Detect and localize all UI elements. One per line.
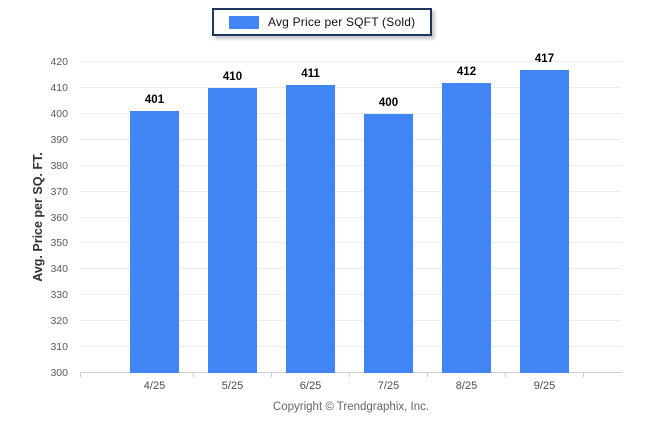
bar-group-7/25: 7/25 400 (364, 62, 413, 392)
y-tick-label: 330 (50, 289, 68, 302)
bar-group-4/25: 4/25 401 (130, 62, 179, 392)
y-axis-tick-labels: 300 310 320 330 340 350 360 370 380 390 400 410 420 (0, 56, 74, 379)
gridline (80, 216, 622, 218)
y-tick-label: 370 (50, 185, 68, 198)
gridline (80, 164, 622, 166)
bar: 401 (130, 94, 179, 373)
y-tick-label: 350 (50, 237, 68, 250)
y-tick-label: 420 (50, 56, 68, 68)
bar-value-label: 410 (222, 70, 243, 83)
plot-area: 4/25 401 5/25 410 6/25 411 7/25 400 8/25 412 9/25 4… (80, 53, 622, 392)
gridline (80, 138, 622, 140)
x-tick-label: 5/25 (221, 380, 244, 392)
x-axis-tick (349, 373, 350, 377)
gridline (80, 112, 622, 114)
bar-group-5/25: 5/25 410 (208, 62, 257, 392)
gridline (80, 242, 622, 244)
gridline (80, 61, 622, 62)
x-axis-line (80, 372, 622, 373)
legend-label: Avg Price per SQFT (Sold) (268, 15, 416, 29)
bar: 410 (208, 71, 257, 373)
x-tick-label: 9/25 (533, 380, 556, 392)
bar: 400 (364, 97, 413, 373)
y-tick-label: 300 (50, 367, 68, 379)
y-tick-label: 400 (50, 107, 68, 120)
bar-value-label: 400 (378, 96, 399, 109)
x-tick-label: 6/25 (299, 380, 322, 392)
bar: 417 (520, 53, 569, 373)
bar-group-8/25: 8/25 412 (442, 62, 491, 392)
gridline (80, 346, 622, 348)
bar-value-label: 417 (534, 52, 555, 65)
x-tick-label: 7/25 (377, 380, 400, 392)
bar-value-label: 412 (456, 65, 477, 78)
y-tick-label: 320 (50, 315, 68, 328)
gridline (80, 190, 622, 192)
y-tick-label: 410 (50, 81, 68, 94)
x-tick-label: 4/25 (143, 380, 166, 392)
y-tick-label: 380 (50, 159, 68, 172)
copyright-text: Copyright © Trendgraphix, Inc. (272, 401, 430, 413)
bar-value-label: 411 (301, 68, 320, 81)
x-axis-tick (427, 373, 428, 377)
gridline (80, 86, 622, 88)
gridline (80, 294, 622, 296)
x-tick-label: 8/25 (455, 380, 478, 392)
y-tick-label: 390 (50, 133, 68, 146)
y-tick-label: 360 (50, 211, 68, 224)
x-axis-tick (583, 373, 584, 377)
bar-group-6/25: 6/25 411 (286, 62, 335, 392)
bar: 411 (286, 68, 335, 373)
bar: 412 (442, 66, 491, 373)
bar-value-label: 401 (144, 94, 165, 107)
gridline (80, 320, 622, 322)
x-axis-tick (505, 373, 506, 377)
x-axis-tick (193, 373, 194, 377)
gridline (80, 268, 622, 270)
y-tick-label: 310 (50, 341, 68, 354)
bar-group-9/25: 9/25 417 (520, 53, 569, 392)
x-axis-tick (80, 373, 81, 377)
x-axis-tick (271, 373, 272, 377)
chart-legend: Avg Price per SQFT (Sold) (212, 8, 433, 36)
legend-swatch-icon (229, 15, 259, 29)
y-tick-label: 340 (50, 263, 68, 276)
